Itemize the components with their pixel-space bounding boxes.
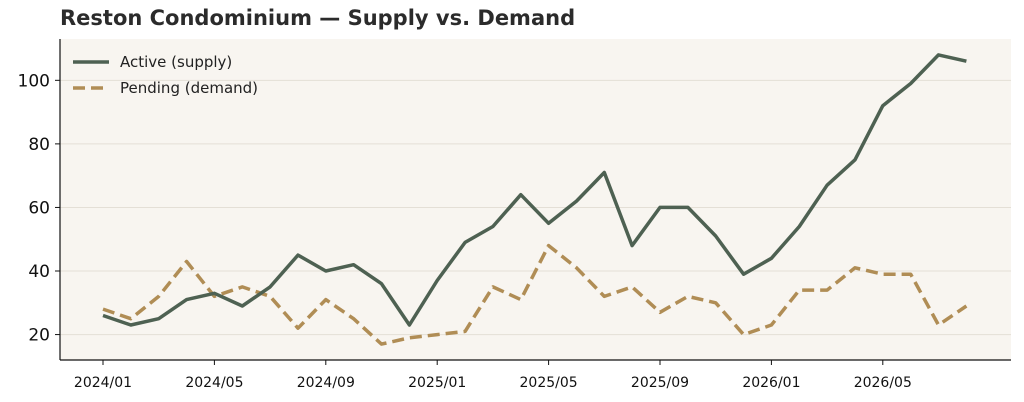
chart-title: Reston Condominium — Supply vs. Demand: [60, 6, 576, 30]
y-tick-label: 20: [28, 326, 50, 346]
series-lines: [102, 53, 968, 346]
plot-area: [60, 39, 1011, 360]
x-tick-label: 2026/05: [854, 375, 912, 391]
active-supply-line: [102, 53, 967, 327]
x-tick-label: 2025/09: [631, 375, 689, 391]
x-tick-label: 2025/01: [408, 375, 466, 391]
legend: Active (supply) Pending (demand): [73, 53, 258, 97]
y-tick-label: 40: [28, 262, 50, 282]
y-tick-label: 60: [28, 198, 50, 218]
y-axis-ticks: 20 40 60 80 100: [18, 71, 60, 346]
y-tick-label: 100: [18, 71, 50, 91]
legend-label: Pending (demand): [120, 79, 258, 97]
x-tick-label: 2026/01: [742, 375, 800, 391]
x-tick-label: 2024/09: [297, 375, 355, 391]
axes: [59, 39, 1011, 361]
x-tick-label: 2025/05: [520, 375, 578, 391]
pending-demand-line: [102, 243, 968, 346]
x-tick-label: 2024/01: [74, 375, 132, 391]
x-axis-ticks: 2024/01 2024/05 2024/09 2025/01 2025/05 2025/…: [74, 360, 912, 391]
x-tick-label: 2024/05: [185, 375, 243, 391]
y-tick-label: 80: [28, 135, 50, 155]
legend-label: Active (supply): [120, 53, 232, 71]
